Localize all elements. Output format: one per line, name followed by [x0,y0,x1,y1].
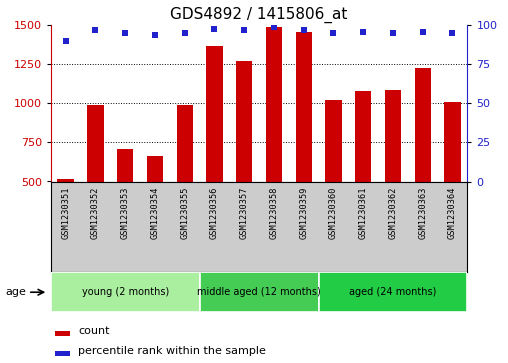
Text: percentile rank within the sample: percentile rank within the sample [78,346,266,356]
Bar [117,149,134,182]
Text: GSM1230354: GSM1230354 [150,186,160,238]
Bar [55,331,70,336]
Text: count: count [78,326,109,337]
Text: GSM1230364: GSM1230364 [448,186,457,238]
Bar [385,90,401,182]
Text: aged (24 months): aged (24 months) [350,287,437,297]
Bar [319,272,467,312]
Text: GSM1230359: GSM1230359 [299,186,308,238]
Text: middle aged (12 months): middle aged (12 months) [197,287,321,297]
Bar [87,105,104,182]
Bar [147,156,163,182]
Text: young (2 months): young (2 months) [82,287,169,297]
Text: GSM1230358: GSM1230358 [269,186,278,238]
Text: age: age [5,287,26,297]
Bar [55,351,70,356]
Bar [236,61,252,182]
Bar [176,105,193,182]
Bar [444,102,461,182]
Title: GDS4892 / 1415806_at: GDS4892 / 1415806_at [170,7,348,23]
Text: GSM1230360: GSM1230360 [329,186,338,238]
Text: GSM1230361: GSM1230361 [359,186,368,238]
Bar [266,27,282,182]
Text: GSM1230352: GSM1230352 [91,186,100,238]
Bar [57,179,74,182]
Text: GSM1230356: GSM1230356 [210,186,219,238]
Text: GSM1230362: GSM1230362 [389,186,397,238]
Bar [296,32,312,182]
Bar [51,272,200,312]
Text: GSM1230357: GSM1230357 [240,186,249,238]
Bar [200,272,319,312]
Bar [325,99,342,182]
Text: GSM1230355: GSM1230355 [180,186,189,238]
Bar [415,68,431,182]
Bar [355,91,371,182]
Text: GSM1230353: GSM1230353 [121,186,130,238]
Text: GSM1230351: GSM1230351 [61,186,70,238]
Text: GSM1230363: GSM1230363 [418,186,427,238]
Bar [206,46,223,182]
